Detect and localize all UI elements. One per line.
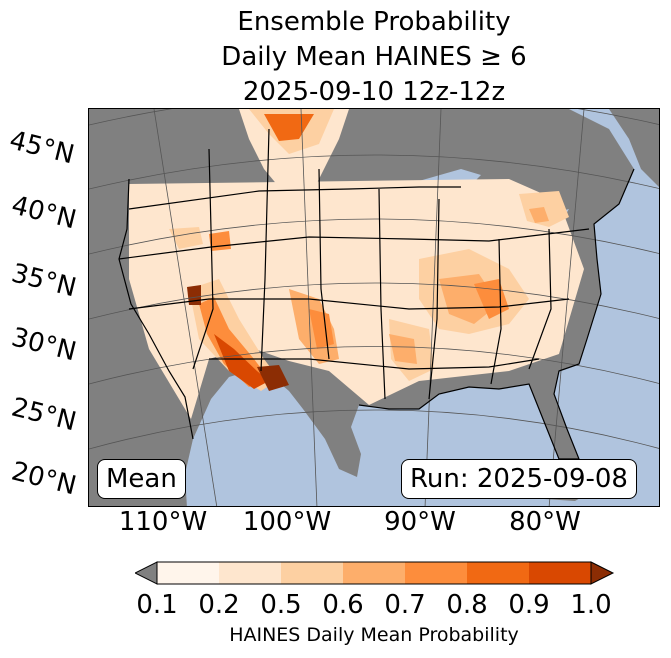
colorbar-under-extension xyxy=(135,561,158,585)
colorbar-label: HAINES Daily Mean Probability xyxy=(229,624,519,646)
colorbar-bin xyxy=(219,562,282,584)
lat-label-45n: 45°N xyxy=(6,125,78,171)
title-line-3: 2025-09-10 12z-12z xyxy=(242,77,506,107)
colorbar-bin xyxy=(343,562,406,584)
colorbar-bin xyxy=(529,562,592,584)
colorbar-tick: 1.0 xyxy=(570,590,612,620)
lon-label-90w: 90°W xyxy=(384,507,456,537)
graticule xyxy=(89,109,659,506)
lat-label-35n: 35°N xyxy=(8,258,80,304)
lat-label-25n: 25°N xyxy=(8,392,80,438)
run-date-box: Run: 2025-09-08 xyxy=(401,459,637,499)
colorbar-bin xyxy=(157,562,220,584)
statistic-box: Mean xyxy=(97,459,186,499)
coastline xyxy=(118,168,635,460)
colorbar-tick: 0.7 xyxy=(384,590,426,620)
colorbar-tick: 0.5 xyxy=(260,590,302,620)
colorbar-tick: 0.9 xyxy=(508,590,550,620)
colorbar-bin xyxy=(405,562,468,584)
colorbar-bin xyxy=(467,562,530,584)
colorbar-tick: 0.6 xyxy=(322,590,364,620)
colorbar-tick: 0.8 xyxy=(446,590,488,620)
title-line-2: Daily Mean HAINES ≥ 6 xyxy=(221,42,527,72)
title-line-1: Ensemble Probability xyxy=(237,7,511,37)
lon-label-110w: 110°W xyxy=(118,507,208,537)
colorbar-over-extension xyxy=(590,561,615,585)
probability-map xyxy=(88,108,660,507)
lat-label-20n: 20°N xyxy=(8,456,80,502)
borders xyxy=(118,128,590,400)
land-northeast-canada xyxy=(609,109,659,187)
colorbar-tick: 0.2 xyxy=(198,590,240,620)
colorbar-bins xyxy=(157,562,592,584)
lon-label-100w: 100°W xyxy=(242,507,332,537)
lat-label-30n: 30°N xyxy=(8,322,80,368)
colorbar-bin xyxy=(281,562,344,584)
colorbar xyxy=(135,561,615,585)
colorbar-outline xyxy=(156,561,592,585)
colorbar-tick: 0.1 xyxy=(136,590,178,620)
map-canvas xyxy=(89,109,659,506)
lat-label-40n: 40°N xyxy=(8,190,80,236)
lon-label-80w: 80°W xyxy=(509,507,581,537)
probability-field xyxy=(129,109,584,419)
